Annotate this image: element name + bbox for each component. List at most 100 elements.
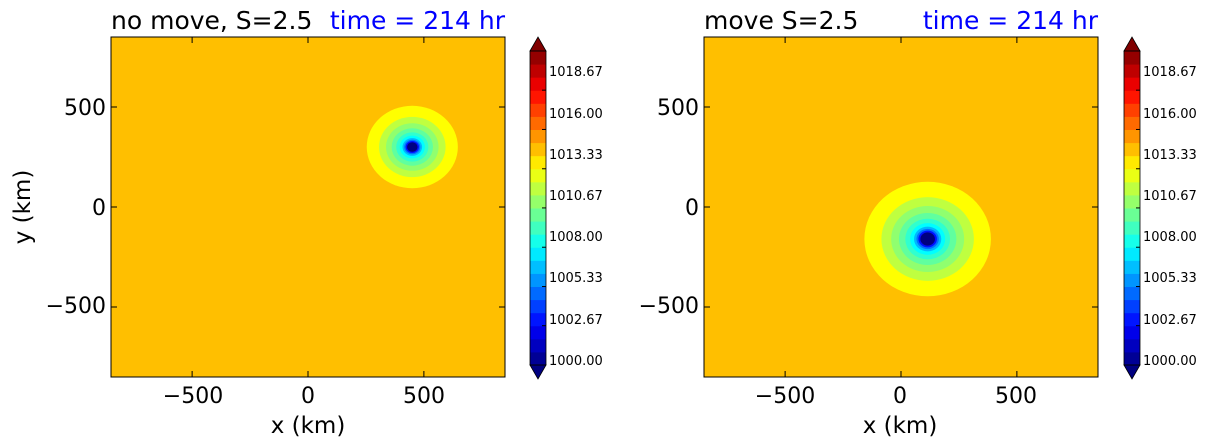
colorbar-segment <box>530 168 546 183</box>
colorbar-segment <box>530 234 546 248</box>
panel-1-colorbar-label: 1010.67 <box>1143 189 1197 204</box>
panel-1-xtick-label: 500 <box>995 384 1037 409</box>
colorbar-segment <box>530 194 546 209</box>
panel-1-title: move S=2.5 <box>704 6 858 35</box>
contour-band <box>407 142 418 152</box>
panel-no-move: no move, S=2.5 time = 214 hr −500 0 500 … <box>10 6 603 439</box>
colorbar-segment <box>1124 234 1140 248</box>
colorbar-segment <box>1124 64 1140 78</box>
panel-1-colorbar-labels: 1000.00 1002.67 1005.33 1008.00 1010.67 … <box>1143 65 1197 369</box>
colorbar-max-extend <box>1123 36 1141 52</box>
panel-0-ylabel: y (km) <box>10 170 36 245</box>
panel-0-ytick-label: 500 <box>64 96 106 121</box>
panel-0-colorbar-label: 1002.67 <box>549 313 603 328</box>
colorbar-max-extend <box>529 36 547 52</box>
colorbar-segment <box>530 260 546 274</box>
panel-0-xlabel: x (km) <box>271 413 346 439</box>
colorbar-segment <box>1124 90 1140 104</box>
colorbar-segment <box>1124 312 1140 327</box>
colorbar-segment <box>530 64 546 78</box>
panel-1-xtick-labels: −500 0 500 <box>755 384 1037 409</box>
colorbar-segment <box>1124 273 1140 287</box>
colorbar-segment <box>1124 51 1140 65</box>
colorbar-segment <box>530 90 546 104</box>
panel-0-colorbar-label: 1016.00 <box>549 107 603 122</box>
colorbar-segment <box>530 116 546 130</box>
colorbar-segment <box>1124 103 1140 117</box>
panel-0-colorbar-label: 1005.33 <box>549 271 603 286</box>
colorbar-segment <box>1124 181 1140 196</box>
colorbar-segment <box>530 155 546 170</box>
colorbar-segment <box>530 208 546 222</box>
colorbar-segment <box>1124 129 1140 144</box>
panel-1-xtick-label: −500 <box>755 384 815 409</box>
colorbar-segment <box>1124 351 1140 366</box>
panel-1-plot-area <box>704 37 1098 377</box>
panel-0-ytick-label: 0 <box>92 196 106 221</box>
colorbar-segment <box>530 103 546 117</box>
panel-0-time-label: time = 214 hr <box>330 6 506 35</box>
panel-0-ytick-label: −500 <box>46 294 106 319</box>
colorbar-segment <box>530 338 546 353</box>
colorbar-segment <box>1124 142 1140 157</box>
colorbar-segment <box>1124 116 1140 130</box>
colorbar-segment <box>1124 325 1140 340</box>
contour-band <box>920 232 935 246</box>
colorbar-segment <box>530 129 546 144</box>
colorbar-segment <box>530 312 546 327</box>
panel-1-time-label: time = 214 hr <box>923 6 1099 35</box>
panel-1-ytick-labels: −500 0 500 <box>639 96 699 319</box>
colorbar-segment <box>1124 77 1140 91</box>
panel-0-plot-area <box>111 37 505 377</box>
colorbar-segment <box>1124 299 1140 314</box>
panel-1-colorbar <box>1123 36 1141 380</box>
panel-1-xtick-label: 0 <box>893 384 907 409</box>
colorbar-segment <box>1124 221 1140 235</box>
colorbar-segment <box>530 273 546 287</box>
panel-0-contours <box>111 37 505 377</box>
colorbar-segment <box>530 299 546 314</box>
colorbar-min-extend <box>1123 364 1141 380</box>
panel-0-title: no move, S=2.5 <box>111 6 312 35</box>
colorbar-segment <box>530 351 546 366</box>
colorbar-segment <box>1124 194 1140 209</box>
panel-1-ytick-label: −500 <box>639 294 699 319</box>
colorbar-segment <box>530 221 546 235</box>
colorbar-segment <box>530 286 546 301</box>
ambient-field <box>111 37 505 377</box>
panel-0-colorbar-label: 1008.00 <box>549 230 603 245</box>
panel-1-ticks <box>704 37 1098 377</box>
colorbar-segment <box>530 325 546 340</box>
panel-0-xtick-label: 0 <box>301 384 315 409</box>
panel-0-colorbar-label: 1018.67 <box>549 65 603 80</box>
colorbar-segment <box>530 142 546 157</box>
panel-0-colorbar <box>529 36 547 380</box>
panel-move: move S=2.5 time = 214 hr −500 0 500 −500… <box>639 6 1197 439</box>
colorbar-segment <box>1124 155 1140 170</box>
panel-0-ytick-labels: −500 0 500 <box>46 96 106 319</box>
colorbar-segment <box>530 51 546 65</box>
colorbar-segment <box>1124 338 1140 353</box>
panel-1-colorbar-label: 1016.00 <box>1143 107 1197 122</box>
panel-1-contours <box>704 37 1098 377</box>
panel-0-colorbar-label: 1010.67 <box>549 189 603 204</box>
colorbar-segment <box>1124 208 1140 222</box>
colorbar-segment <box>1124 260 1140 274</box>
panel-0-colorbar-labels: 1000.00 1002.67 1005.33 1008.00 1010.67 … <box>549 65 603 369</box>
panel-0-xtick-label: 500 <box>403 384 445 409</box>
panel-1-colorbar-label: 1002.67 <box>1143 313 1197 328</box>
colorbar-segment <box>1124 247 1140 261</box>
colorbar-segment <box>530 247 546 261</box>
colorbar-segment <box>530 181 546 196</box>
panel-1-colorbar-label: 1018.67 <box>1143 65 1197 80</box>
panel-0-xtick-label: −500 <box>163 384 223 409</box>
panel-1-xlabel: x (km) <box>863 413 938 439</box>
colorbar-min-extend <box>529 364 547 380</box>
panel-0-colorbar-label: 1000.00 <box>549 354 603 369</box>
panel-1-colorbar-label: 1005.33 <box>1143 271 1197 286</box>
panel-1-colorbar-label: 1000.00 <box>1143 354 1197 369</box>
panel-1-ytick-label: 500 <box>657 96 699 121</box>
panel-1-colorbar-label: 1008.00 <box>1143 230 1197 245</box>
panel-0-xtick-labels: −500 0 500 <box>163 384 445 409</box>
